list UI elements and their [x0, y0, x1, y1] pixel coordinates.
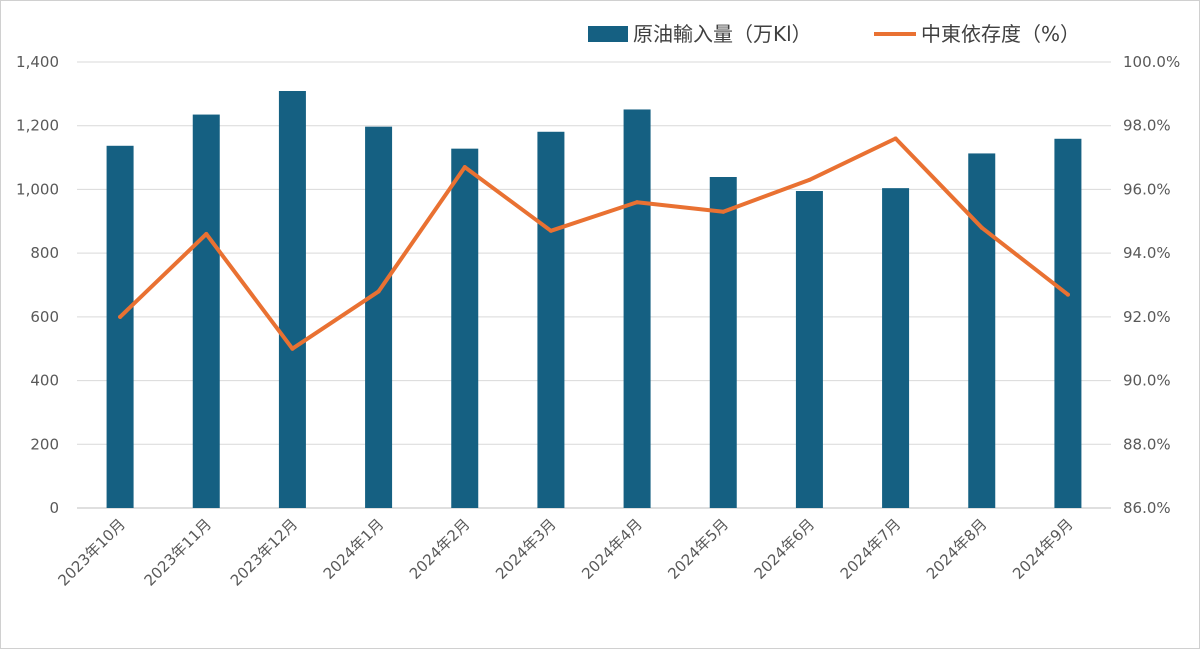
gridlines — [77, 61, 1111, 509]
y-axis-right: 86.0% 88.0% 90.0% 92.0% 94.0% 96.0% 98.0% 100.0… — [1123, 53, 1180, 517]
bar-series — [106, 90, 1082, 509]
x-axis: 2023年10月 2023年11月 2023年12月 2024年1月 2024年2月 20… — [54, 515, 1076, 589]
bar — [451, 148, 479, 508]
y-right-tick-label: 90.0% — [1123, 372, 1171, 390]
y-left-tick-label: 200 — [30, 435, 59, 453]
bar — [192, 114, 220, 509]
x-tick-label: 2024年2月 — [406, 515, 474, 583]
x-tick-label: 2024年1月 — [320, 515, 388, 583]
y-right-tick-label: 98.0% — [1123, 117, 1171, 135]
bar — [278, 90, 306, 509]
line-series — [118, 136, 1070, 351]
bar — [709, 177, 737, 509]
line-point — [548, 228, 553, 233]
line-point — [721, 209, 726, 214]
line-point — [807, 177, 812, 182]
legend-swatch-bar — [588, 26, 628, 42]
y-left-tick-label: 0 — [49, 499, 59, 517]
x-tick-label: 2024年9月 — [1009, 515, 1077, 583]
line-point — [290, 346, 295, 351]
y-left-tick-label: 800 — [30, 244, 59, 262]
x-tick-label: 2024年8月 — [923, 515, 991, 583]
line-point — [376, 289, 381, 294]
bar — [1054, 138, 1082, 509]
x-tick-label: 2024年6月 — [751, 515, 819, 583]
bar — [537, 131, 565, 508]
y-right-tick-label: 88.0% — [1123, 435, 1171, 453]
line-point — [893, 136, 898, 141]
x-tick-label: 2024年3月 — [492, 515, 560, 583]
bar — [106, 145, 134, 508]
y-right-tick-label: 86.0% — [1123, 499, 1171, 517]
line-point — [979, 225, 984, 230]
series-line — [118, 136, 1070, 351]
x-tick-label: 2023年12月 — [227, 515, 301, 589]
bar — [795, 191, 823, 508]
x-tick-label: 2024年4月 — [578, 515, 646, 583]
x-tick-label: 2024年5月 — [664, 515, 732, 583]
y-right-tick-label: 96.0% — [1123, 180, 1171, 198]
y-left-tick-label: 1,000 — [16, 180, 59, 198]
legend: 原油輸入量（万Kl） 中東依存度（%） — [588, 22, 1080, 46]
line-point — [1065, 292, 1070, 297]
x-tick-label: 2024年7月 — [837, 515, 905, 583]
y-left-tick-label: 1,400 — [16, 53, 59, 71]
y-axis-left: 0 200 400 600 800 1,000 1,200 1,400 — [16, 53, 59, 517]
x-tick-label: 2023年11月 — [141, 515, 215, 589]
y-right-tick-label: 94.0% — [1123, 244, 1171, 262]
y-right-tick-label: 100.0% — [1123, 53, 1180, 71]
y-left-tick-label: 400 — [30, 372, 59, 390]
y-left-tick-label: 600 — [30, 308, 59, 326]
line-point — [204, 232, 209, 236]
bar — [968, 153, 996, 508]
bar — [365, 126, 393, 509]
bar — [882, 188, 910, 508]
line-point — [635, 200, 640, 205]
y-left-tick-label: 1,200 — [16, 117, 59, 135]
line-point — [118, 314, 123, 319]
bar — [623, 109, 651, 509]
y-right-tick-label: 92.0% — [1123, 308, 1171, 326]
line-point — [462, 165, 467, 170]
legend-label-bar: 原油輸入量（万Kl） — [633, 22, 812, 46]
legend-label-line: 中東依存度（%） — [921, 22, 1080, 46]
x-tick-label: 2023年10月 — [54, 515, 128, 589]
